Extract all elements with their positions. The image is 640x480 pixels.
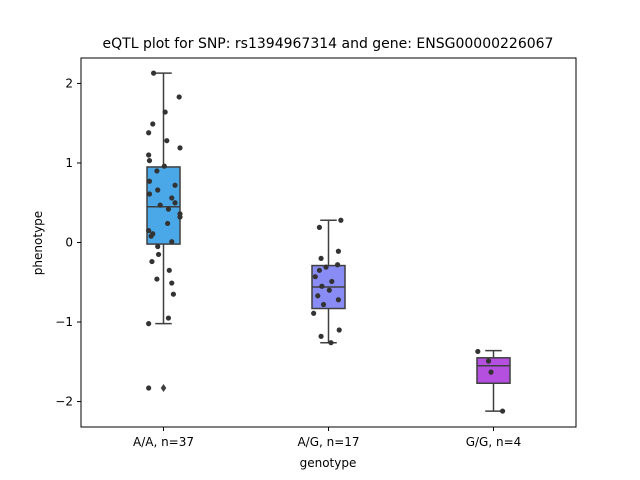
x-tick-label: G/G, n=4 [466,435,522,449]
outlier-marker [160,384,167,393]
data-point [328,340,334,346]
data-point [155,243,161,250]
data-point [150,121,156,127]
data-point [146,157,153,164]
data-point [315,293,321,299]
data-point [164,138,170,144]
box-group [476,349,511,412]
data-point [166,267,172,273]
data-point [146,178,153,184]
data-point [326,287,332,293]
x-axis: A/A, n=37 A/G, n=17 G/G, n=4 [133,427,521,449]
data-point [169,239,175,245]
data-point [165,315,172,321]
data-point [316,267,323,273]
data-point [170,291,176,297]
data-point [151,70,157,76]
data-point [323,264,329,270]
data-point [335,248,341,254]
y-tick-label: 2 [65,76,73,90]
data-point [499,408,506,414]
y-tick-label: 1 [65,156,73,170]
data-point [169,280,175,286]
data-point [316,224,323,230]
y-axis: 2 1 0 −1 −2 [55,76,81,409]
x-axis-label: genotype [300,456,357,470]
data-point [165,206,172,212]
data-point [146,130,152,136]
data-point [311,310,317,316]
data-point [177,145,183,151]
data-point [475,348,481,355]
data-point [177,214,183,220]
data-point [154,276,160,282]
data-point [334,262,341,268]
data-point [319,283,325,289]
y-axis-label: phenotype [31,211,45,275]
y-tick-label: −1 [55,315,73,329]
data-point [148,233,154,239]
data-point [318,255,324,262]
data-point [338,217,344,223]
data-point [318,333,324,339]
data-point [335,297,341,303]
data-point [488,369,494,375]
data-point [154,168,160,174]
x-tick-label: A/G, n=17 [297,435,359,449]
data-point [176,94,182,100]
box-group [311,219,346,344]
x-tick-label: A/A, n=37 [133,435,194,449]
points-layer [146,70,506,414]
data-point [172,182,178,188]
data-point [155,251,162,258]
box-iqr [476,357,511,385]
y-tick-label: 0 [65,236,73,250]
data-point [336,327,342,333]
data-point [146,191,153,197]
data-point [161,163,167,169]
data-point [157,202,163,208]
data-point [146,227,152,234]
data-point [320,301,327,308]
data-point [172,200,178,206]
data-point [162,109,168,115]
y-tick-label: −2 [55,395,73,409]
data-point [169,195,175,201]
data-point [155,187,161,193]
chart-title: eQTL plot for SNP: rs1394967314 and gene… [103,36,554,52]
data-point [329,278,335,285]
boxes-layer [146,72,511,412]
data-point [146,321,152,327]
data-point [485,358,492,364]
data-point [312,274,318,280]
data-point [165,220,171,227]
data-point [149,258,155,265]
data-point [146,385,152,391]
data-point [146,152,152,158]
